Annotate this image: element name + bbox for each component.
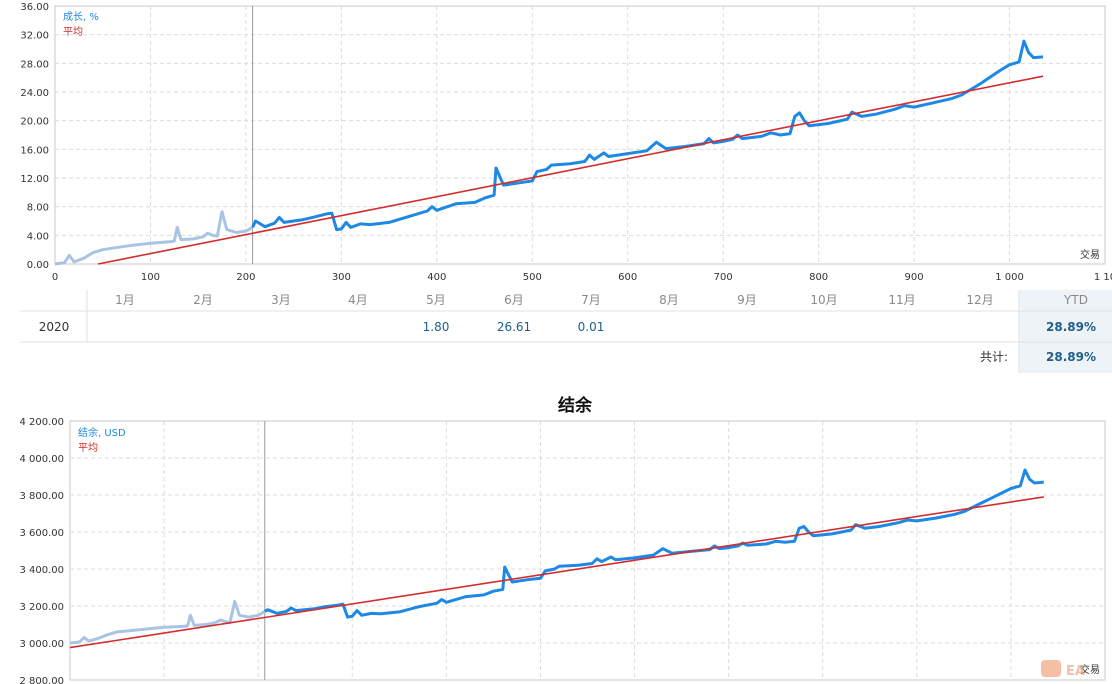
y-tick-label: 24.00 (20, 88, 49, 99)
growth-y-axis: 0.00 4.00 8.00 12.00 16.00 20.00 24.00 28.00 32.… (20, 2, 49, 271)
y-tick-label: 8.00 (27, 203, 49, 214)
y-tick-label: 20.00 (20, 117, 49, 128)
balance-x-axis-label: 交易 (1080, 663, 1100, 676)
y-tick-label: 32.00 (20, 31, 49, 42)
y-tick-label: 3 000.00 (19, 639, 64, 650)
balance-legend-average: 平均 (78, 442, 98, 454)
month-value: 26.61 (497, 320, 531, 334)
x-tick-label: 1 10 (1094, 272, 1112, 283)
month-header: 10月 (810, 293, 837, 307)
month-header: 7月 (581, 293, 601, 307)
total-label: 共计: (980, 350, 1008, 364)
balance-series (69, 468, 1044, 649)
balance-chart: 结余 2 800.00 3 000.00 3 200.00 3 400.00 3 600… (19, 395, 1106, 684)
ytd-header: YTD (1063, 293, 1088, 307)
month-header: 3月 (271, 293, 291, 307)
month-header: 4月 (348, 293, 368, 307)
y-tick-label: 3 200.00 (19, 602, 64, 613)
x-tick-label: 900 (905, 272, 924, 283)
balance-y-axis: 2 800.00 3 000.00 3 200.00 3 400.00 3 600.00… (19, 417, 64, 684)
growth-legend-average: 平均 (63, 26, 83, 38)
growth-plot-area (54, 5, 1106, 265)
series-line-average (69, 496, 1044, 649)
ytd-column-bg (1019, 290, 1112, 373)
watermark-logo: EA (1041, 660, 1085, 679)
growth-x-axis-label: 交易 (1080, 248, 1100, 261)
y-tick-label: 36.00 (20, 2, 49, 13)
balance-plot-area (69, 420, 1106, 681)
y-tick-label: 0.00 (27, 260, 49, 271)
x-tick-label: 100 (141, 272, 160, 283)
month-header: 8月 (659, 293, 679, 307)
growth-chart: 0.00 4.00 8.00 12.00 16.00 20.00 24.00 28.00 32.… (20, 2, 1112, 283)
x-tick-label: 500 (523, 272, 542, 283)
table-year: 2020 (39, 320, 70, 334)
series-line-main (263, 468, 1044, 619)
y-tick-label: 3 600.00 (19, 528, 64, 539)
table-month-headers: 1月 2月 3月 4月 5月 6月 7月 8月 9月 10月 11月 12月 (115, 293, 993, 307)
growth-legend-series: 成长, % (63, 11, 99, 23)
x-tick-label: 0 (52, 272, 58, 283)
month-value: 0.01 (578, 320, 605, 334)
month-header: 2月 (193, 293, 213, 307)
balance-grid (70, 421, 1105, 680)
x-tick-label: 600 (618, 272, 637, 283)
growth-series (54, 39, 1044, 266)
series-line-history (54, 210, 254, 266)
x-tick-label: 200 (236, 272, 255, 283)
watermark-icon (1041, 660, 1061, 677)
growth-grid (55, 6, 1105, 264)
table-month-values: 1.80 26.61 0.01 (423, 320, 605, 334)
growth-x-axis: 0 100 200 300 400 500 600 700 800 900 1 000 1 10 (52, 272, 1112, 283)
monthly-table: 1月 2月 3月 4月 5月 6月 7月 8月 9月 10月 11月 12月 1.80 26.61 0.0… (20, 290, 1112, 373)
x-tick-label: 800 (809, 272, 828, 283)
balance-chart-title: 结余 (558, 395, 593, 416)
y-tick-label: 3 800.00 (19, 491, 64, 502)
y-tick-label: 4.00 (27, 231, 49, 242)
y-tick-label: 4 000.00 (19, 454, 64, 465)
month-header: 5月 (426, 293, 446, 307)
y-tick-label: 12.00 (20, 174, 49, 185)
y-tick-label: 28.00 (20, 59, 49, 70)
month-header: 6月 (504, 293, 524, 307)
x-tick-label: 1 000 (995, 272, 1024, 283)
y-tick-label: 2 800.00 (19, 676, 64, 684)
month-value: 1.80 (423, 320, 450, 334)
month-header: 9月 (737, 293, 757, 307)
y-tick-label: 3 400.00 (19, 565, 64, 576)
x-tick-label: 400 (427, 272, 446, 283)
y-tick-label: 16.00 (20, 145, 49, 156)
x-tick-label: 700 (714, 272, 733, 283)
series-line-average (97, 75, 1044, 265)
month-header: 1月 (115, 293, 135, 307)
series-line-history (69, 599, 266, 645)
watermark-text: EA (1066, 664, 1085, 679)
month-header: 11月 (888, 293, 915, 307)
month-header: 12月 (966, 293, 993, 307)
total-value: 28.89% (1046, 350, 1096, 364)
balance-legend-series: 结余, USD (78, 426, 126, 439)
x-tick-label: 300 (332, 272, 351, 283)
series-line-main (251, 39, 1044, 232)
ytd-value: 28.89% (1046, 320, 1096, 334)
y-tick-label: 4 200.00 (19, 417, 64, 428)
